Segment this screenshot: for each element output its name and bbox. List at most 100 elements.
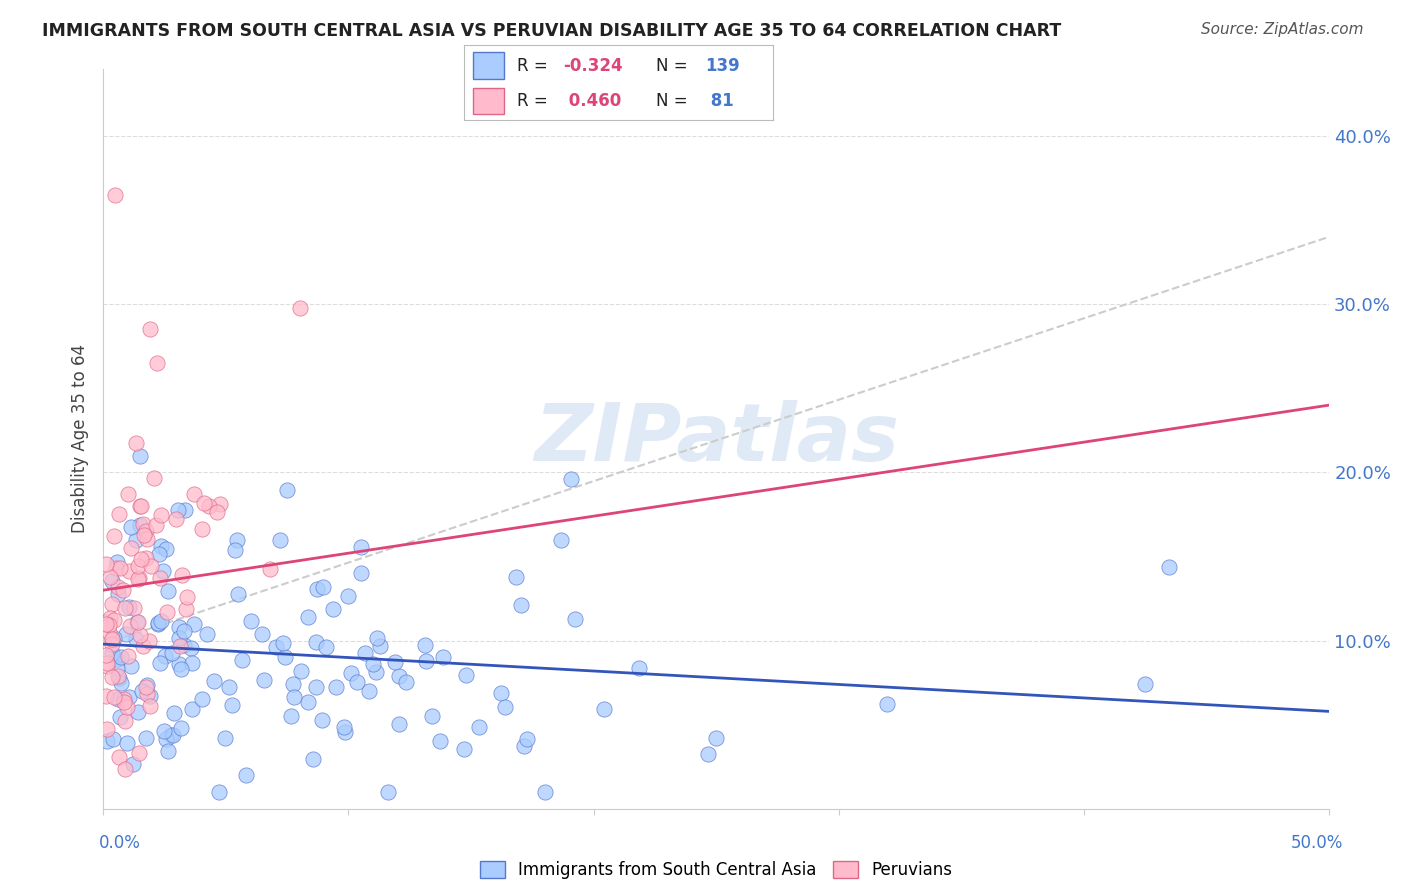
Point [157, 584, 180, 599]
Point [176, 590, 198, 604]
Point [142, 471, 165, 485]
Point [180, 640, 202, 655]
Point [107, 692, 129, 706]
Point [101, 731, 124, 746]
Point [118, 690, 141, 705]
Point [305, 634, 328, 648]
Point [224, 543, 246, 558]
Point [315, 640, 337, 654]
Point [231, 652, 253, 666]
Point [221, 698, 243, 712]
Point [276, 483, 298, 497]
Point [564, 612, 586, 626]
Point [139, 699, 162, 714]
Point [413, 639, 436, 653]
Point [122, 756, 145, 771]
Point [273, 650, 295, 665]
Point [149, 571, 172, 585]
Point [513, 739, 536, 753]
FancyBboxPatch shape [474, 52, 505, 78]
Point [876, 698, 898, 712]
Point [183, 487, 205, 501]
Point [259, 561, 281, 575]
Point [153, 649, 176, 664]
Point [105, 661, 128, 675]
Point [107, 580, 129, 594]
Point [139, 559, 162, 574]
Point [103, 631, 125, 645]
Point [415, 654, 437, 668]
Point [110, 649, 132, 664]
Point [183, 617, 205, 632]
Point [117, 736, 139, 750]
Point [550, 533, 572, 547]
Point [96, 722, 118, 736]
Text: IMMIGRANTS FROM SOUTH CENTRAL ASIA VS PERUVIAN DISABILITY AGE 35 TO 64 CORRELATI: IMMIGRANTS FROM SOUTH CENTRAL ASIA VS PE… [42, 22, 1062, 40]
Point [364, 665, 387, 679]
Point [174, 503, 197, 517]
Text: ZIPatlas: ZIPatlas [534, 400, 898, 478]
Point [120, 658, 142, 673]
Text: 81: 81 [706, 92, 734, 110]
Point [163, 706, 186, 721]
Point [173, 638, 195, 652]
Point [489, 686, 512, 700]
Point [468, 720, 491, 734]
Point [128, 571, 150, 585]
Point [120, 520, 142, 534]
Point [125, 436, 148, 450]
Point [384, 655, 406, 669]
Point [170, 663, 193, 677]
Point [105, 561, 128, 575]
Point [101, 670, 124, 684]
Point [107, 669, 129, 683]
Text: R =: R = [516, 92, 553, 110]
Point [510, 598, 533, 612]
Point [290, 301, 312, 315]
Point [127, 705, 149, 719]
Point [350, 566, 373, 581]
Point [114, 600, 136, 615]
Text: R =: R = [516, 57, 553, 75]
Point [127, 615, 149, 629]
Point [117, 600, 139, 615]
Point [159, 728, 181, 742]
Point [394, 675, 416, 690]
Point [280, 709, 302, 723]
Point [104, 187, 127, 202]
Point [214, 731, 236, 745]
Point [173, 624, 195, 638]
Point [156, 744, 179, 758]
Point [132, 639, 155, 653]
Point [297, 695, 319, 709]
Point [101, 646, 124, 660]
Point [120, 541, 142, 556]
Point [100, 632, 122, 647]
Point [108, 709, 131, 723]
Point [226, 587, 249, 601]
Point [336, 590, 359, 604]
Point [101, 597, 124, 611]
Point [146, 616, 169, 631]
Point [112, 695, 135, 709]
Point [432, 650, 454, 665]
Point [107, 507, 129, 521]
Point [138, 322, 160, 336]
Point [94, 617, 117, 632]
Point [198, 500, 221, 514]
Point [193, 496, 215, 510]
Point [165, 512, 187, 526]
Point [127, 572, 149, 586]
Point [128, 628, 150, 642]
Point [101, 574, 124, 589]
Point [115, 627, 138, 641]
Point [301, 752, 323, 766]
Point [283, 690, 305, 704]
Point [94, 615, 117, 629]
Point [124, 632, 146, 646]
Point [366, 631, 388, 645]
Point [132, 528, 155, 542]
Point [125, 533, 148, 547]
Point [145, 517, 167, 532]
Point [322, 602, 344, 616]
